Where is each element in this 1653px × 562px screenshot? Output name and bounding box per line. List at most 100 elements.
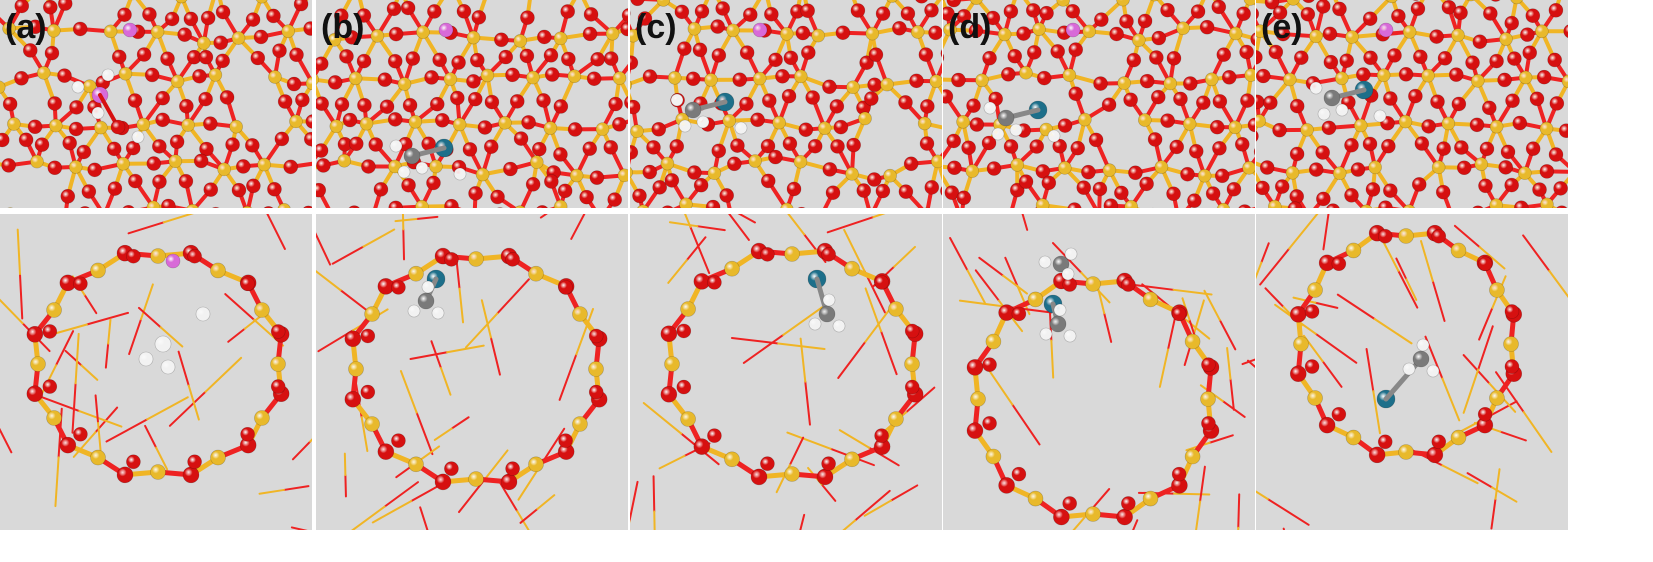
oxygen-atom [1331,406,1347,422]
oxygen-atom [1377,228,1393,244]
hydrogen-atom [160,359,176,375]
oxygen-atom [468,186,483,201]
silicon-atom [1450,429,1467,446]
oxygen-atom [1052,138,1067,154]
phosphorus-atom [1378,22,1394,38]
oxygen-atom [245,138,260,153]
silicon-atom [170,74,185,89]
wire-bond [1134,284,1175,291]
oxygen-atom [1212,94,1228,109]
oxygen-atom [1068,86,1084,102]
oxygen-atom [1139,73,1155,89]
silicon-atom [7,207,14,208]
oxygen-atom [1315,145,1330,160]
silicon-atom [36,66,51,80]
silicon-atom [480,68,495,83]
oxygen-atom [1362,11,1378,26]
oxygen-atom [1025,3,1041,18]
silicon-atom [844,260,860,277]
oxygen-atom [1326,203,1340,208]
oxygen-atom [1070,140,1086,156]
oxygen-atom [536,93,551,108]
oxygen-atom [344,330,362,348]
oxygen-atom [179,98,194,114]
oxygen-atom [760,173,776,189]
oxygen-atom [1289,189,1305,204]
silicon-atom [724,260,740,277]
silicon-atom [569,168,584,183]
oxygen-atom [798,122,814,137]
oxygen-atom [761,93,777,108]
silicon-atom [660,156,675,171]
wire-bond [1490,497,1497,530]
atom-layer [630,0,942,208]
oxygen-atom [589,170,605,185]
oxygen-atom [968,23,984,39]
wire-bond [1453,224,1481,249]
wire-bond [137,306,162,329]
wire-bond [344,474,347,498]
wire-bond [433,427,453,441]
oxygen-atom [57,0,73,11]
oxygen-atom [1039,5,1054,21]
wire-bond [204,356,243,393]
silicon-atom [605,26,620,41]
silicon-atom [30,154,44,169]
silicon-atom [270,356,286,372]
silicon-atom [46,23,61,38]
silicon-atom [90,449,106,466]
silicon-atom [452,117,467,132]
wire-bond [1372,390,1381,435]
hydrogen-atom [696,115,710,129]
oxygen-atom [1525,141,1541,156]
silicon-atom [327,33,342,47]
silicon-atom [1307,282,1323,298]
silicon-atom [1282,72,1297,87]
oxygen-atom [1199,19,1215,35]
wire-bond [872,214,886,219]
silicon-atom [1510,0,1523,5]
oxygen-atom [1430,94,1445,109]
silicon-atom [680,411,696,427]
wire-bond [399,370,418,414]
oxygen-atom [946,0,962,8]
oxygen-atom [1429,29,1444,44]
oxygen-atom [316,143,329,158]
silicon-atom [1228,26,1243,41]
silicon-atom [1489,282,1505,298]
wire-bond [36,394,81,413]
silicon-atom [466,30,481,45]
oxygen-atom [42,0,58,15]
oxygen-atom [1053,508,1070,526]
oxygen-atom [391,280,406,295]
silicon-atom [150,25,165,39]
silicon-atom [397,77,412,91]
silicon-atom [1062,68,1077,82]
oxygen-atom [630,10,631,17]
silicon-atom [1503,336,1519,352]
silicon-atom [726,23,740,38]
oxygen-atom [144,67,160,83]
wire-bond [1021,214,1029,231]
oxygen-atom [429,96,445,112]
silicon-atom [1398,444,1414,460]
wire-bond [949,237,969,272]
wire-bond [105,418,149,443]
oxygen-atom [621,8,628,23]
oxygen-atom [1456,160,1472,176]
panel-top-3 [630,0,942,208]
oxygen-atom [1221,69,1237,85]
atom-layer [943,0,1255,208]
oxygen-atom [467,91,483,107]
silicon-atom [553,31,568,46]
oxygen-atom [1256,130,1259,142]
silicon-atom [612,71,627,85]
silicon-atom [1138,113,1152,127]
wire-bond [1199,465,1206,503]
silicon-atom [969,0,983,5]
wire-bond [1288,214,1319,250]
hydrogen-atom [1064,247,1078,261]
oxygen-atom [1274,179,1290,194]
oxygen-atom [357,97,372,113]
hydrogen-atom [1426,364,1440,378]
